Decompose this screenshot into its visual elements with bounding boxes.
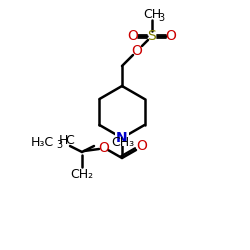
Text: S: S bbox=[148, 29, 156, 43]
Text: 3: 3 bbox=[56, 140, 62, 150]
Text: CH₃: CH₃ bbox=[111, 136, 134, 148]
Text: CH: CH bbox=[143, 8, 161, 20]
Text: O: O bbox=[98, 141, 110, 155]
Text: H₃C: H₃C bbox=[31, 136, 54, 148]
Text: N: N bbox=[116, 131, 128, 145]
Text: O: O bbox=[166, 29, 176, 43]
Text: 3: 3 bbox=[158, 13, 164, 23]
Text: O: O bbox=[136, 139, 147, 153]
Text: O: O bbox=[132, 44, 142, 58]
Text: C: C bbox=[66, 134, 74, 147]
Text: O: O bbox=[128, 29, 138, 43]
Text: CH₂: CH₂ bbox=[70, 168, 94, 180]
Text: H: H bbox=[58, 134, 68, 147]
